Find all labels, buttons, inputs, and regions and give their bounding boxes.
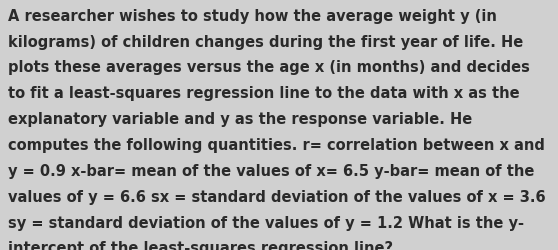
Text: sy = standard deviation of the values of y = 1.2 What is the y-: sy = standard deviation of the values of… — [8, 215, 525, 230]
Text: A researcher wishes to study how the average weight y (in: A researcher wishes to study how the ave… — [8, 9, 497, 24]
Text: intercept of the least-squares regression line?: intercept of the least-squares regressio… — [8, 240, 393, 250]
Text: to fit a least-squares regression line to the data with x as the: to fit a least-squares regression line t… — [8, 86, 520, 101]
Text: values of y = 6.6 sx = standard deviation of the values of x = 3.6: values of y = 6.6 sx = standard deviatio… — [8, 189, 546, 204]
Text: plots these averages versus the age x (in months) and decides: plots these averages versus the age x (i… — [8, 60, 530, 75]
Text: kilograms) of children changes during the first year of life. He: kilograms) of children changes during th… — [8, 34, 523, 50]
Text: explanatory variable and y as the response variable. He: explanatory variable and y as the respon… — [8, 112, 473, 127]
Text: computes the following quantities. r= correlation between x and: computes the following quantities. r= co… — [8, 138, 545, 152]
Text: y = 0.9 x-bar= mean of the values of x= 6.5 y-bar= mean of the: y = 0.9 x-bar= mean of the values of x= … — [8, 163, 535, 178]
